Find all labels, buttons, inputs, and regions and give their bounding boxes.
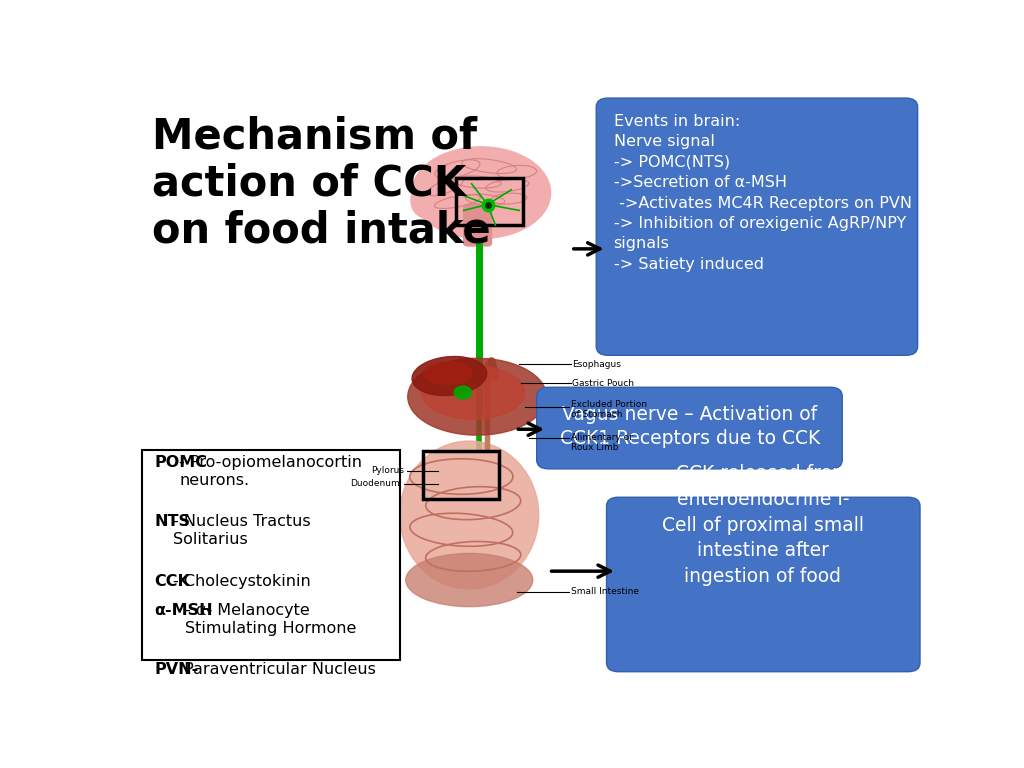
Text: CCK: CCK [155,574,190,588]
Ellipse shape [422,366,524,419]
Text: α-MSH: α-MSH [155,603,213,618]
Text: Paraventricular Nucleus: Paraventricular Nucleus [179,662,376,677]
Ellipse shape [406,554,532,607]
Text: Excluded Portion
of Stomach: Excluded Portion of Stomach [570,400,647,419]
Text: Mechanism of
action of CCK
on food intake: Mechanism of action of CCK on food intak… [152,116,490,252]
Bar [456,178,523,225]
Ellipse shape [455,386,472,399]
Ellipse shape [408,359,547,435]
Ellipse shape [424,362,472,384]
FancyBboxPatch shape [606,497,920,672]
Text: - Pro-opiomelanocortin
neurons.: - Pro-opiomelanocortin neurons. [179,455,362,488]
Text: - Nucleus Tractus
Solitarius: - Nucleus Tractus Solitarius [173,515,310,548]
Bar [423,451,500,499]
FancyBboxPatch shape [596,98,918,356]
Ellipse shape [411,172,456,219]
Text: Gastric Pouch: Gastric Pouch [572,379,635,388]
Text: CCK released from
enteroendocrine I-
Cell of proximal small
intestine after
inge: CCK released from enteroendocrine I- Cel… [662,464,864,586]
Text: Small Intestine: Small Intestine [570,588,639,597]
Text: Duodenum: Duodenum [349,479,399,488]
FancyBboxPatch shape [537,387,842,468]
Text: NTS: NTS [155,515,190,529]
Text: Esophagus: Esophagus [572,359,622,369]
Text: Vagus nerve – Activation of
CCK1 Receptors due to CCK: Vagus nerve – Activation of CCK1 Recepto… [560,405,820,448]
Ellipse shape [399,441,539,589]
Text: POMC: POMC [155,455,207,470]
Text: Alimentary or
Roux Limb: Alimentary or Roux Limb [570,432,633,452]
Text: Events in brain:
Nerve signal
-> POMC(NTS)
->Secretion of α-MSH
 ->Activates MC4: Events in brain: Nerve signal -> POMC(NT… [613,114,911,272]
Text: - α- Melanocyte
Stimulating Hormone: - α- Melanocyte Stimulating Hormone [185,603,356,636]
Text: - Cholecystokinin: - Cholecystokinin [173,574,310,588]
Ellipse shape [412,356,486,396]
Ellipse shape [412,147,551,239]
Bar [142,450,400,660]
Text: PVN-: PVN- [155,662,199,677]
FancyBboxPatch shape [464,204,492,246]
Text: Pylorus: Pylorus [371,466,404,475]
